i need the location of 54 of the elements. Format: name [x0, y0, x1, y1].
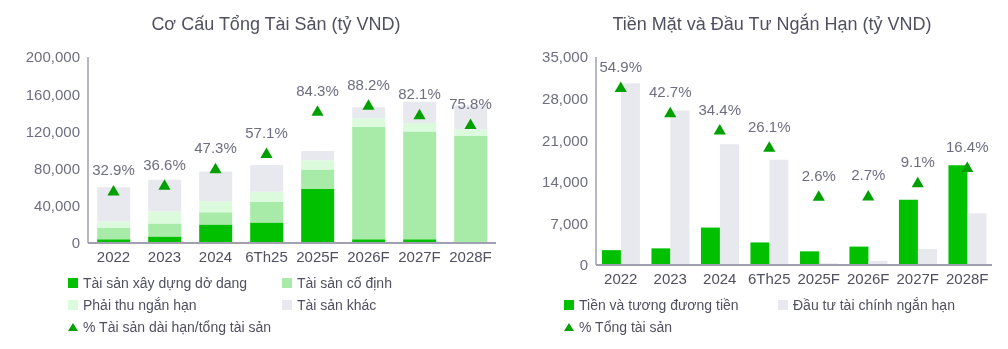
data-label: 82.1%: [398, 85, 441, 103]
data-label: 88.2%: [347, 75, 390, 93]
x-tick-label: 2023: [653, 269, 687, 287]
legend-label: % Tài sản dài hạn/tổng tài sản: [83, 319, 272, 335]
data-label: 26.1%: [747, 117, 791, 135]
x-tick-label: 2026F: [347, 247, 390, 265]
y-tick-label: 200,000: [25, 48, 80, 66]
legend-label: Phải thu ngắn hạn: [83, 297, 197, 313]
y-tick-label: 120,000: [25, 122, 80, 140]
x-tick-label: 6Th25: [245, 247, 288, 265]
y-tick-label: 160,000: [25, 85, 80, 103]
data-label: 47.3%: [194, 139, 237, 157]
data-label: 34.4%: [698, 100, 742, 118]
data-label: 75.8%: [449, 95, 492, 112]
legend-label: Tiền và tương đương tiền: [579, 297, 739, 313]
data-label: 2.6%: [801, 166, 836, 184]
legend-label: Tài sản xây dựng dở dang: [83, 275, 248, 291]
data-label: 54.9%: [599, 57, 643, 75]
legend-label: Tài sản cố định: [297, 275, 392, 291]
y-tick-label: 40,000: [34, 197, 80, 215]
data-label: 32.9%: [92, 161, 135, 179]
x-tick-label: 2025F: [797, 269, 841, 287]
y-tick-label: 14,000: [542, 173, 588, 191]
x-tick-label: 2026F: [846, 269, 890, 287]
x-tick-label: 2028F: [449, 247, 492, 265]
data-label: 42.7%: [648, 83, 692, 101]
legend-label: % Tổng tài sản: [579, 319, 673, 335]
x-tick-label: 2024: [703, 269, 737, 287]
data-label: 57.1%: [245, 123, 288, 141]
legend-label: Tài sản khác: [297, 297, 377, 313]
y-tick-label: 21,000: [542, 131, 588, 149]
data-label: 16.4%: [945, 137, 989, 155]
legend-label: Đầu tư tài chính ngắn hạn: [793, 297, 955, 313]
chart-title: Cơ Cấu Tổng Tài Sản (tỷ VND): [150, 14, 402, 35]
y-tick-label: 80,000: [34, 159, 80, 177]
y-tick-label: 28,000: [542, 89, 588, 107]
x-tick-label: 2027F: [896, 269, 940, 287]
y-tick-label: 7,000: [550, 214, 588, 232]
x-tick-label: 2028F: [945, 269, 989, 287]
x-tick-label: 2022: [96, 247, 131, 265]
chart-title: Tiền Mặt và Đầu Tư Ngắn Hạn (tỷ VND): [611, 14, 933, 35]
x-tick-label: 2027F: [398, 247, 441, 265]
y-tick-label: 0: [71, 234, 80, 252]
data-label: 84.3%: [296, 81, 339, 99]
x-tick-label: 2024: [198, 247, 233, 265]
data-label: 2.7%: [851, 166, 886, 184]
y-tick-label: 35,000: [542, 48, 588, 66]
x-tick-label: 6Th25: [747, 269, 791, 287]
x-tick-label: 2023: [147, 247, 182, 265]
data-label: 36.6%: [143, 155, 186, 173]
x-tick-label: 2025F: [296, 247, 339, 265]
y-tick-label: 0: [579, 256, 588, 274]
x-tick-label: 2022: [604, 269, 638, 287]
data-label: 9.1%: [900, 153, 935, 171]
